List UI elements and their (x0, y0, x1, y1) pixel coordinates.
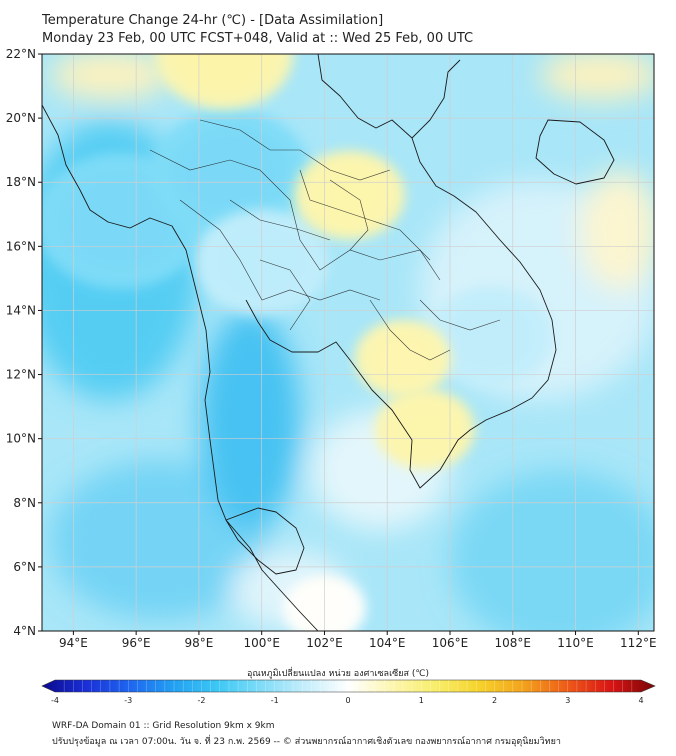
colorbar-tick-label: 3 (565, 696, 570, 705)
anomaly-cold-north-thailand (150, 108, 311, 237)
temperature-field (42, 54, 654, 631)
x-tick-label: 108°E (495, 636, 532, 650)
province-borders (149, 119, 501, 361)
colorbar-tick-label: -1 (271, 696, 279, 705)
colorbar-tick-label: 4 (638, 696, 643, 705)
map-subtitle: Monday 23 Feb, 00 UTC FCST+048, Valid at… (42, 31, 474, 46)
y-tick-label: 10°N (6, 432, 36, 446)
x-tick-label: 106°E (432, 636, 469, 650)
colorbar-tick-label: 2 (492, 696, 497, 705)
x-tick-label: 104°E (369, 636, 406, 650)
colorbar-tick-label: 0 (345, 696, 350, 705)
y-tick-label: 4°N (13, 624, 36, 638)
longitude-axis: 94°E 96°E 98°E 100°E 102°E 104°E 106°E 108°E 110… (59, 631, 657, 650)
y-tick-label: 18°N (6, 175, 36, 189)
y-tick-label: 20°N (6, 111, 36, 125)
anomaly-warm-mekong-delta (374, 388, 476, 470)
colorbar-tick-label: -3 (124, 696, 132, 705)
y-tick-label: 12°N (6, 368, 36, 382)
y-tick-label: 6°N (13, 560, 36, 574)
y-tick-label: 16°N (6, 239, 36, 253)
x-tick-label: 98°E (184, 636, 213, 650)
anomaly-warm-north-myanmar (154, 54, 294, 110)
x-tick-label: 112°E (620, 636, 657, 650)
x-tick-label: 100°E (243, 636, 280, 650)
colorbar-tick-label: 1 (419, 696, 424, 705)
x-tick-label: 96°E (122, 636, 151, 650)
colorbar-tick-label: -4 (51, 696, 59, 705)
x-tick-label: 110°E (557, 636, 594, 650)
y-tick-label: 14°N (6, 303, 36, 317)
latitude-axis: 22°N 20°N 18°N 16°N 14°N 12°N 10°N 8°N 6°N 4°N (6, 47, 42, 638)
colorbar-title: อุณหภูมิเปลี่ยนแปลง หน่วย องศาเซลเซียส (… (246, 669, 430, 679)
x-tick-label: 102°E (306, 636, 343, 650)
map-title: Temperature Change 24-hr (℃) - [Data Ass… (42, 13, 384, 28)
y-tick-label: 8°N (13, 496, 36, 510)
anomaly-warm-cambodia (354, 319, 452, 398)
footer-model-info: WRF-DA Domain 01 :: Grid Resolution 9km … (52, 721, 275, 731)
colorbar: -4 -3 -2 -1 0 1 2 3 4 (41, 679, 656, 705)
y-tick-label: 22°N (6, 47, 36, 61)
colorbar-tick-label: -2 (198, 696, 206, 705)
anomaly-cold-south-vietnam (428, 286, 554, 387)
x-tick-label: 94°E (59, 636, 88, 650)
coastlines (42, 54, 615, 631)
footer-credit: ปรับปรุงข้อมูล ณ เวลา 07:00น. วัน จ. ที่… (52, 737, 561, 747)
anomaly-warm-laos (294, 150, 406, 240)
